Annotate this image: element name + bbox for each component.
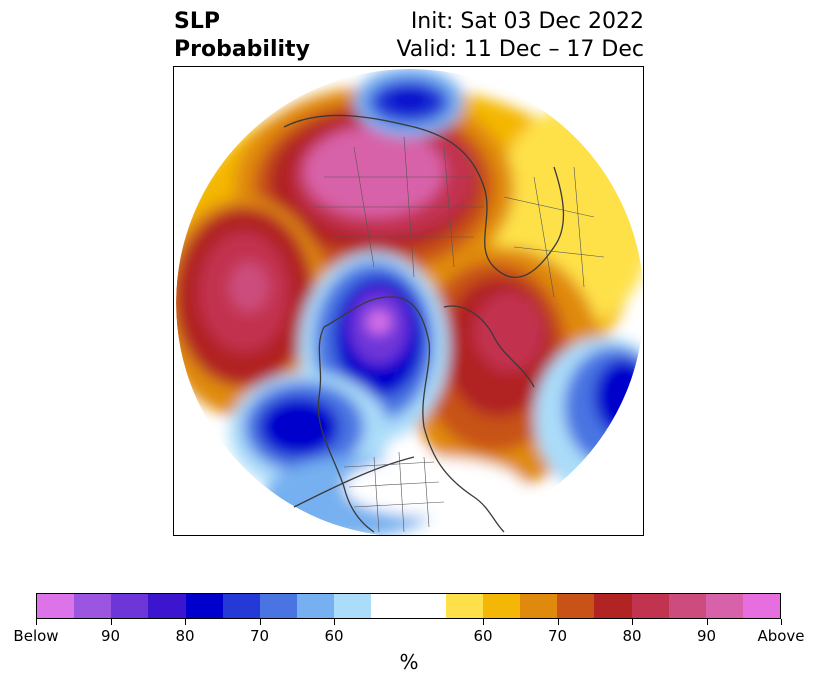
- colorbar-tick-label: 70: [547, 627, 568, 645]
- colorbar-segment: [594, 594, 632, 618]
- colorbar-tick-label: 90: [100, 627, 121, 645]
- colorbar-tick: [632, 619, 633, 625]
- colorbar-segment: [668, 594, 706, 618]
- colorbar-tick: [36, 619, 37, 625]
- colorbar-tick-label: 60: [324, 627, 344, 645]
- colorbar-tick-label: Above: [757, 627, 805, 645]
- colorbar-segment: [520, 594, 558, 618]
- colorbar-tick: [706, 619, 708, 625]
- colorbar-segment: [74, 594, 112, 618]
- colorbar-tick: [483, 619, 484, 625]
- colorbar-segment: [631, 594, 669, 618]
- colorbar-segment: [557, 594, 595, 618]
- title-variable: SLP: [174, 9, 220, 34]
- colorbar-tick-label: 80: [175, 627, 195, 645]
- title-type: Probability: [174, 37, 310, 62]
- colorbar-tick: [557, 619, 559, 625]
- colorbar-tick: [110, 619, 112, 625]
- colorbar-segment: [37, 594, 75, 618]
- colorbar: [36, 593, 781, 619]
- colorbar-segment: [445, 594, 483, 618]
- colorbar-segment: [297, 594, 335, 618]
- colorbar-segment: [371, 594, 409, 618]
- coastlines: [283, 114, 565, 533]
- colorbar-tick-label: 60: [473, 627, 493, 645]
- colorbar-tick: [185, 619, 186, 625]
- colorbar-tick-label: Below: [13, 627, 59, 645]
- colorbar-segment: [185, 594, 223, 618]
- colorbar-segment: [334, 594, 372, 618]
- colorbar-segment: [408, 594, 446, 618]
- colorbar-segment: [742, 594, 781, 618]
- colorbar-tick-label: 90: [696, 627, 717, 645]
- colorbar-segment: [111, 594, 149, 618]
- title-valid-range: Valid: 11 Dec – 17 Dec: [396, 37, 644, 62]
- colorbar-tick-label: 70: [249, 627, 270, 645]
- colorbar-tick: [781, 619, 782, 625]
- colorbar-segment: [222, 594, 260, 618]
- colorbar-tick: [259, 619, 261, 625]
- chart-title-left: SLP Probability: [174, 8, 310, 64]
- polar-map-svg: [174, 67, 643, 535]
- colorbar-segment: [705, 594, 743, 618]
- colorbar-tick: [334, 619, 335, 625]
- chart-title-right: Init: Sat 03 Dec 2022 Valid: 11 Dec – 17…: [396, 8, 644, 64]
- colorbar-segment: [482, 594, 521, 618]
- borders: [314, 136, 605, 533]
- colorbar-unit-label: %: [399, 650, 419, 674]
- colorbar-segment: [259, 594, 298, 618]
- colorbar-tick-label: 80: [622, 627, 642, 645]
- probability-map: [173, 66, 644, 536]
- title-init-date: Init: Sat 03 Dec 2022: [410, 9, 644, 34]
- colorbar-segment: [148, 594, 186, 618]
